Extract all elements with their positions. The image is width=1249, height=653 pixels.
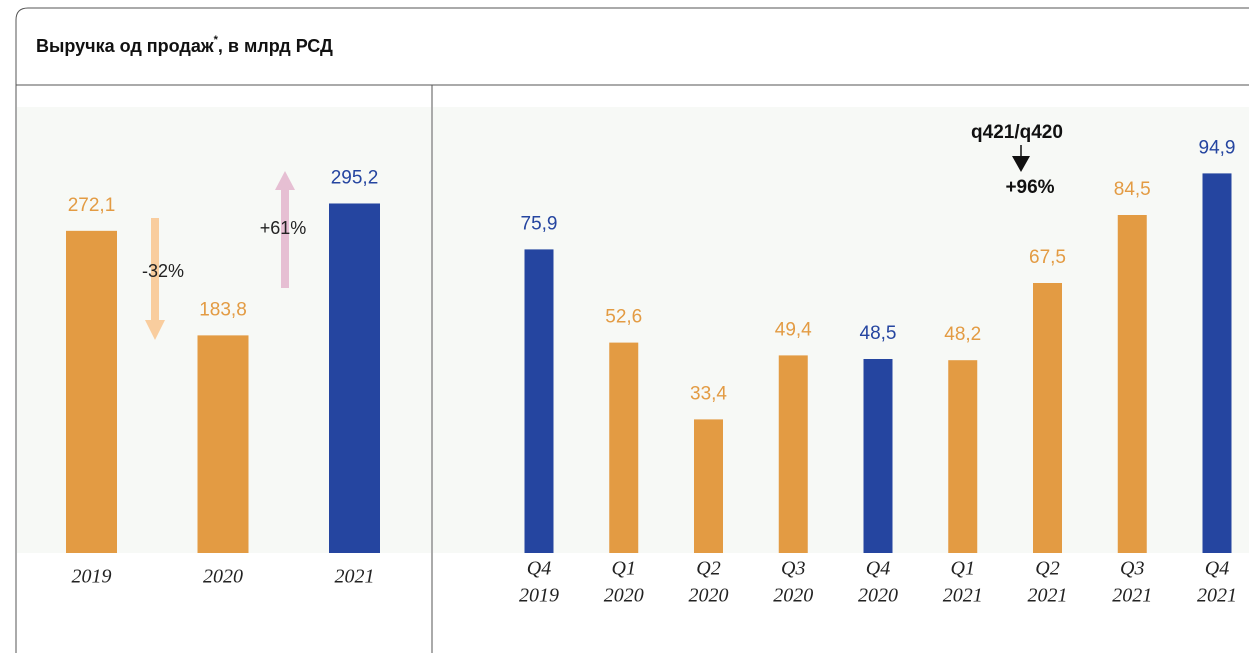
x-tick-label: 2021	[1197, 585, 1237, 607]
value-label: 49,4	[775, 319, 812, 340]
value-label: 48,5	[860, 323, 897, 344]
bar	[329, 203, 380, 553]
x-tick-label: Q3	[781, 558, 805, 580]
bar	[948, 360, 978, 553]
x-tick-label: 2020	[689, 585, 729, 607]
value-label: 67,5	[1029, 247, 1066, 268]
x-tick-label: Q2	[1035, 558, 1059, 580]
x-tick-label: Q1	[951, 558, 975, 580]
title-suffix: , в млрд РСД	[218, 36, 333, 56]
value-label: 183,8	[199, 299, 247, 320]
bar	[609, 342, 639, 553]
x-tick-label: 2020	[858, 585, 898, 607]
x-tick-label: Q1	[612, 558, 636, 580]
bar	[1033, 283, 1062, 553]
x-tick-label: 2020	[773, 585, 813, 607]
x-tick-label: Q3	[1120, 558, 1144, 580]
x-tick-label: Q2	[696, 558, 720, 580]
title: Выручка од продаж*, в млрд РСД	[36, 34, 333, 56]
x-tick-label: 2021	[1028, 585, 1068, 607]
annotation: +96%	[1005, 177, 1054, 198]
x-tick-label: Q4	[1205, 558, 1229, 580]
x-tick-label: 2021	[943, 585, 983, 607]
bar	[197, 335, 249, 553]
annotation: -32%	[142, 261, 184, 281]
bar	[524, 249, 554, 553]
value-label: 272,1	[68, 195, 116, 216]
arrow-down	[145, 218, 165, 340]
x-tick-label: Q4	[866, 558, 890, 580]
value-label: 75,9	[521, 213, 558, 234]
bar	[694, 419, 723, 553]
title-text: Выручка од продаж	[36, 36, 214, 56]
annotation: +61%	[260, 218, 307, 238]
value-label: 94,9	[1199, 137, 1236, 158]
bar	[778, 355, 808, 553]
annotation: q421/q420	[971, 122, 1063, 143]
bar	[863, 359, 893, 553]
bar	[1117, 215, 1147, 553]
x-tick-label: 2021	[1112, 585, 1152, 607]
panel	[433, 107, 1249, 553]
title-mark: *	[214, 34, 219, 46]
x-tick-label: 2019	[519, 585, 559, 607]
x-tick-label: 2020	[203, 566, 243, 588]
bar	[66, 230, 117, 553]
x-tick-label: 2021	[335, 566, 375, 588]
x-tick-label: Q4	[527, 558, 551, 580]
arrow-black	[1012, 145, 1030, 172]
frame	[15, 7, 1249, 653]
x-tick-label: 2020	[604, 585, 644, 607]
bar	[1202, 173, 1232, 553]
arrow-up	[275, 171, 295, 288]
value-label: 33,4	[690, 383, 727, 404]
value-label: 52,6	[605, 307, 642, 328]
value-label: 84,5	[1114, 179, 1151, 200]
x-tick-label: 2019	[72, 566, 112, 588]
value-label: 48,2	[944, 324, 981, 345]
value-label: 295,2	[331, 167, 379, 188]
